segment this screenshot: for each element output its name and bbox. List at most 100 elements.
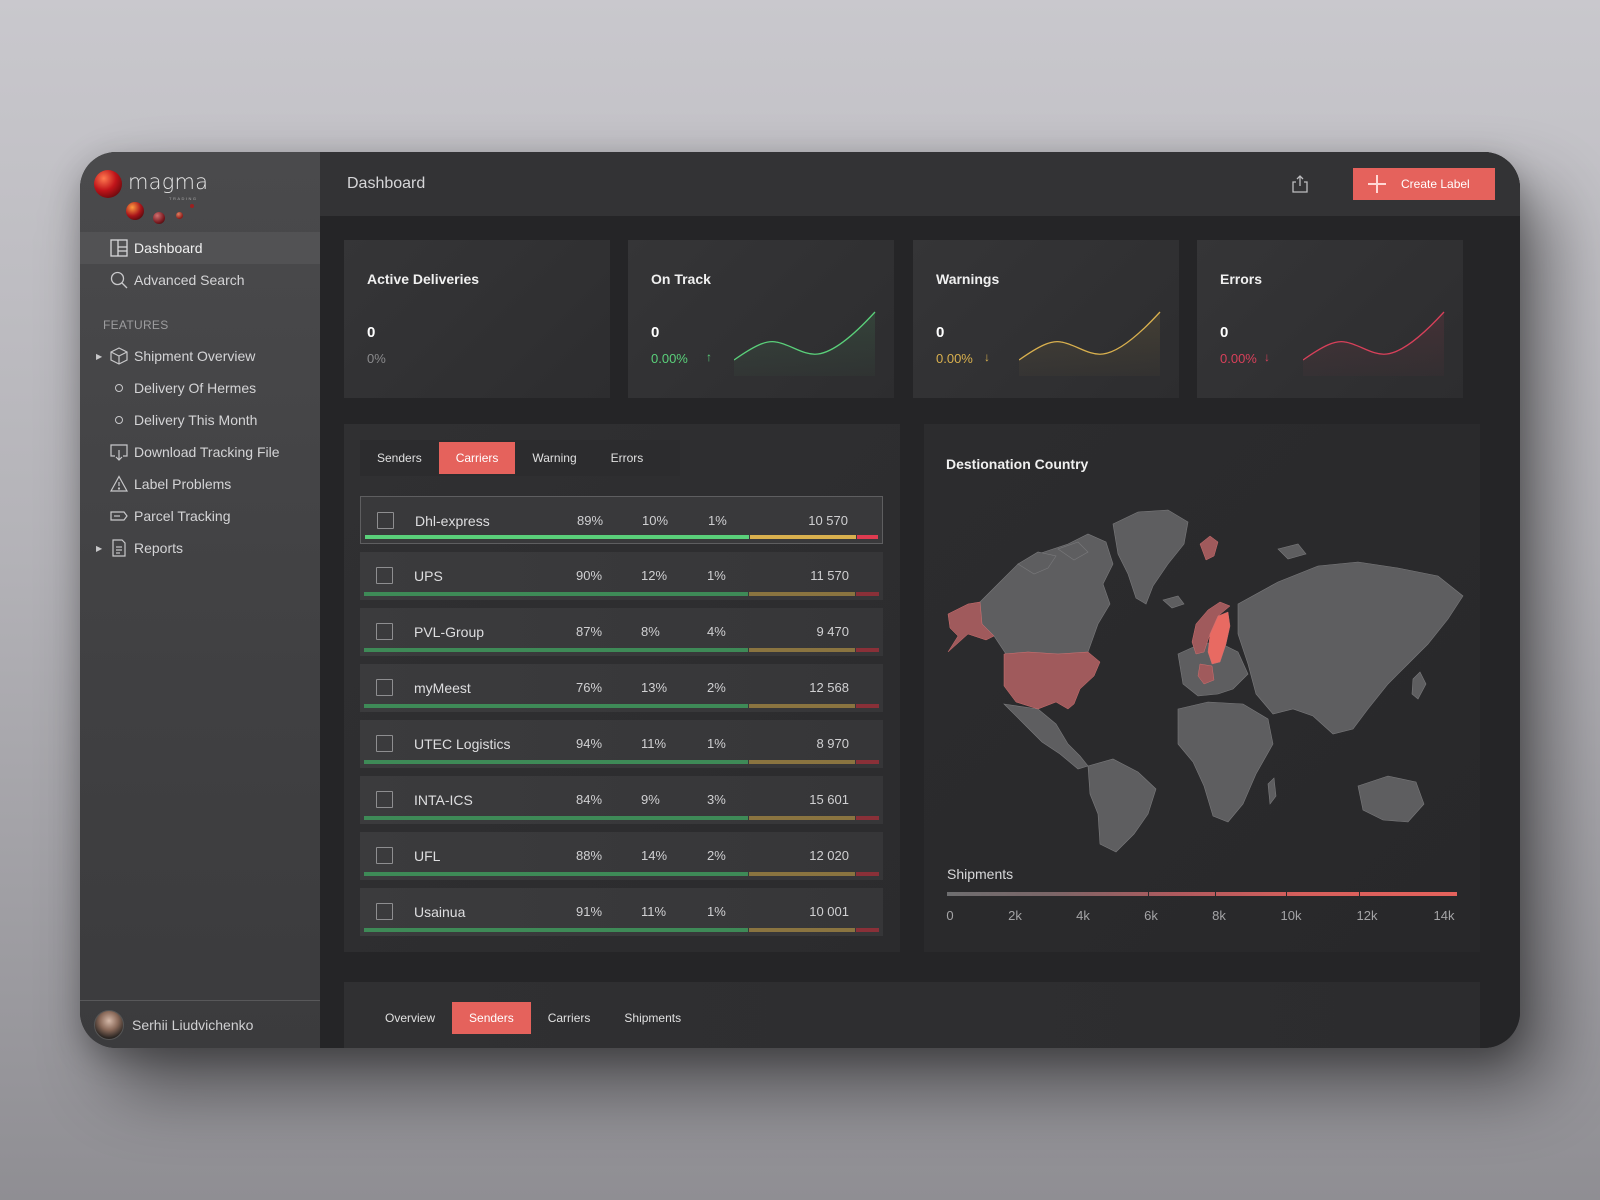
country-madagascar [1267,777,1277,805]
user-name: Serhii Liudvichenko [132,1016,254,1033]
brand-logo[interactable]: magma TRADING [94,166,208,224]
sidebar-item-download-tracking-file[interactable]: Download Tracking File [80,436,320,468]
sidebar-item-label: Parcel Tracking [134,508,231,524]
table-row[interactable]: myMeest 76% 13% 2% 12 568 [360,664,883,712]
row-checkbox[interactable] [376,679,393,696]
section-label-features: FEATURES [103,318,169,332]
status-bar [364,704,879,708]
sparkline-chart [734,311,876,376]
country-mexico [1003,703,1089,770]
stat-change: 0.00% [1220,351,1257,366]
expand-caret-icon[interactable]: ▶ [96,351,103,361]
table-row[interactable]: UPS 90% 12% 1% 11 570 [360,552,883,600]
on-track-pct: 84% [576,792,603,807]
sidebar-item-label: Dashboard [134,240,203,256]
country-greenland [1112,509,1189,605]
share-button[interactable] [1288,172,1312,196]
sidebar-item-delivery-of-hermes[interactable]: Delivery Of Hermes [80,372,320,404]
expand-caret-icon[interactable]: ▶ [96,543,103,553]
stat-card-errors: Errors 0 0.00% ↓ [1197,240,1463,398]
legend-tick: 12k [1356,908,1378,923]
status-bar [364,760,879,764]
sidebar-item-advanced-search[interactable]: Advanced Search [80,264,320,296]
table-row[interactable]: PVL-Group 87% 8% 4% 9 470 [360,608,883,656]
on-track-pct: 90% [576,568,603,583]
legend-ticks: 0 2k 4k 6k 8k 10k 12k 14k [946,908,1457,924]
warnings-pct: 13% [641,680,668,695]
row-checkbox[interactable] [376,567,393,584]
table-row[interactable]: Usainua 91% 11% 1% 10 001 [360,888,883,936]
shipment-total: 10 570 [808,513,848,528]
carrier-name: INTA-ICS [414,792,473,808]
sparkline-chart [1303,311,1445,376]
box-icon [110,347,128,365]
tab-senders[interactable]: Senders [452,1002,531,1034]
errors-pct: 1% [708,513,727,528]
tab-carriers[interactable]: Carriers [438,442,516,474]
user-profile[interactable]: Serhii Liudvichenko [80,1000,320,1048]
row-checkbox[interactable] [376,735,393,752]
legend-tick: 8k [1212,908,1226,923]
country-sweden [1207,611,1231,665]
sidebar-item-reports[interactable]: ▶ Reports [80,532,320,564]
table-row[interactable]: UFL 88% 14% 2% 12 020 [360,832,883,880]
carriers-tabs: Senders Carriers Warning Errors [360,440,681,476]
tab-overview[interactable]: Overview [385,1011,436,1025]
shipments-legend-bar [947,892,1457,896]
app-window: magma TRADING Dashboard Advanced Search … [80,152,1520,1048]
shipment-total: 15 601 [809,792,849,807]
stat-label: Warnings [936,271,1000,287]
tab-senders[interactable]: Senders [377,451,422,465]
sidebar-item-label: Delivery This Month [134,412,258,428]
circle-icon [115,384,123,392]
row-checkbox[interactable] [376,903,393,920]
row-checkbox[interactable] [376,623,393,640]
create-label-button[interactable]: Create Label [1353,168,1495,200]
status-bar [364,816,879,820]
warnings-pct: 12% [641,568,668,583]
tab-shipments[interactable]: Shipments [624,1011,682,1025]
tab-warning[interactable]: Warning [532,451,577,465]
sidebar-item-label: Reports [134,540,184,556]
stat-value: 0 [1220,324,1229,341]
avatar[interactable] [94,1009,124,1040]
sparkline-chart [1019,311,1161,376]
stat-value: 0 [936,324,945,341]
tab-errors[interactable]: Errors [610,451,644,465]
warnings-pct: 14% [641,848,668,863]
table-row[interactable]: UTEC Logistics 94% 11% 1% 8 970 [360,720,883,768]
world-map[interactable] [938,504,1468,854]
row-checkbox[interactable] [376,847,393,864]
on-track-pct: 91% [576,904,603,919]
sidebar-item-shipment-overview[interactable]: ▶ Shipment Overview [80,340,320,372]
sidebar-item-delivery-this-month[interactable]: Delivery This Month [80,404,320,436]
stat-label: On Track [651,271,711,287]
status-bar [364,928,879,932]
shipment-total: 11 570 [810,568,849,583]
errors-pct: 2% [707,848,726,863]
carrier-name: UFL [414,848,441,864]
table-row[interactable]: INTA-ICS 84% 9% 3% 15 601 [360,776,883,824]
sidebar-item-label: Label Problems [134,476,232,492]
tab-carriers[interactable]: Carriers [547,1011,591,1025]
errors-pct: 1% [707,904,726,919]
sidebar-item-dashboard[interactable]: Dashboard [80,232,320,264]
sidebar-item-parcel-tracking[interactable]: Parcel Tracking [80,500,320,532]
stat-label: Active Deliveries [367,271,480,287]
row-checkbox[interactable] [376,791,393,808]
table-row[interactable]: Dhl-express 89% 10% 1% 10 570 [360,496,883,544]
tag-icon [110,507,128,525]
stat-card-active-deliveries: Active Deliveries 0 0% [344,240,610,398]
row-checkbox[interactable] [377,512,394,529]
arrow-down-icon: ↓ [984,350,990,364]
warnings-pct: 9% [641,792,660,807]
stat-change: 0.00% [651,351,688,366]
stat-change: 0.00% [936,351,973,366]
legend-tick: 4k [1076,908,1090,923]
shipment-total: 8 970 [816,736,849,751]
stat-value: 0 [651,324,660,341]
logo-sphere [153,212,165,224]
sidebar-nav: Dashboard Advanced Search FEATURES ▶ Shi… [80,232,320,564]
logo-sphere [190,204,194,208]
sidebar-item-label-problems[interactable]: Label Problems [80,468,320,500]
